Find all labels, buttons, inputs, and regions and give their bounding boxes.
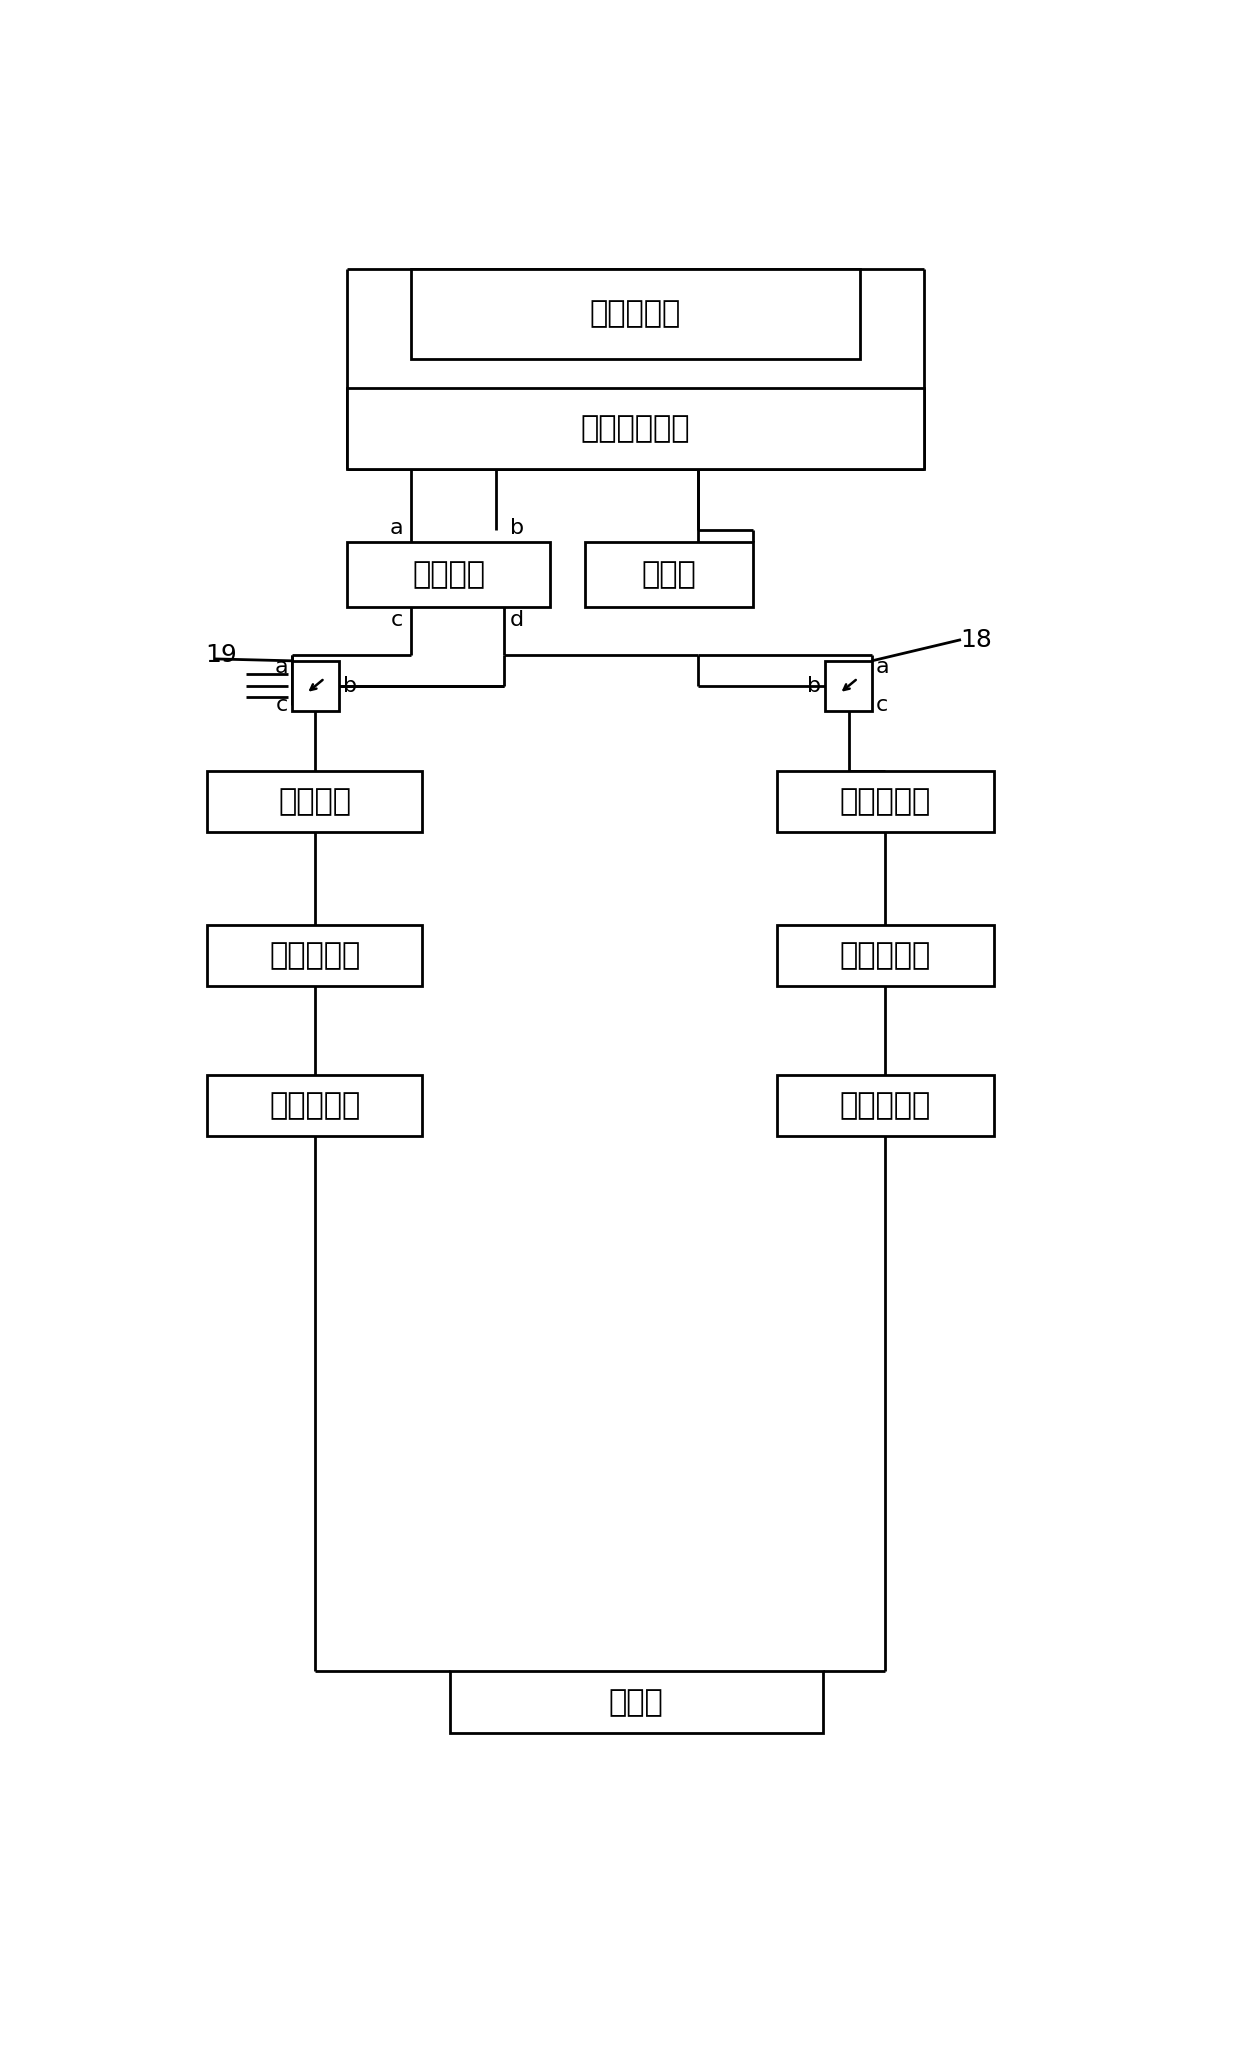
Text: c: c	[277, 696, 288, 714]
Text: 第一采暖器: 第一采暖器	[269, 941, 361, 969]
Text: 散热器: 散热器	[642, 560, 697, 589]
Text: 热交换器: 热交换器	[412, 560, 485, 589]
Text: a: a	[875, 657, 889, 677]
Text: 第五采暖器: 第五采暖器	[839, 786, 931, 815]
Text: d: d	[510, 611, 525, 630]
Text: 柴油发电机组: 柴油发电机组	[580, 414, 691, 442]
Text: 循环水泵: 循环水泵	[278, 786, 351, 815]
Bar	[777, 924, 993, 986]
Text: 第二采暖器: 第二采暖器	[269, 1091, 361, 1120]
Bar	[347, 541, 551, 607]
Text: c: c	[391, 611, 403, 630]
Bar	[207, 924, 423, 986]
Bar	[777, 770, 993, 831]
Bar	[293, 661, 339, 710]
Bar	[826, 661, 872, 710]
Text: 19: 19	[205, 642, 237, 667]
Bar	[347, 387, 924, 469]
Text: b: b	[510, 519, 525, 537]
Text: c: c	[875, 696, 888, 714]
Text: 18: 18	[961, 628, 992, 652]
Text: 第四采暖器: 第四采暖器	[839, 941, 931, 969]
Text: a: a	[275, 657, 288, 677]
Bar	[410, 268, 861, 358]
Text: b: b	[342, 675, 357, 696]
Text: a: a	[389, 519, 403, 537]
Bar	[449, 1671, 823, 1733]
Text: 除霜器: 除霜器	[609, 1688, 663, 1716]
Bar	[207, 770, 423, 831]
Text: 第三采暖器: 第三采暖器	[839, 1091, 931, 1120]
Bar	[207, 1074, 423, 1136]
Text: 车载发动机: 车载发动机	[590, 298, 681, 327]
Bar	[777, 1074, 993, 1136]
Bar	[585, 541, 753, 607]
Text: b: b	[807, 675, 821, 696]
